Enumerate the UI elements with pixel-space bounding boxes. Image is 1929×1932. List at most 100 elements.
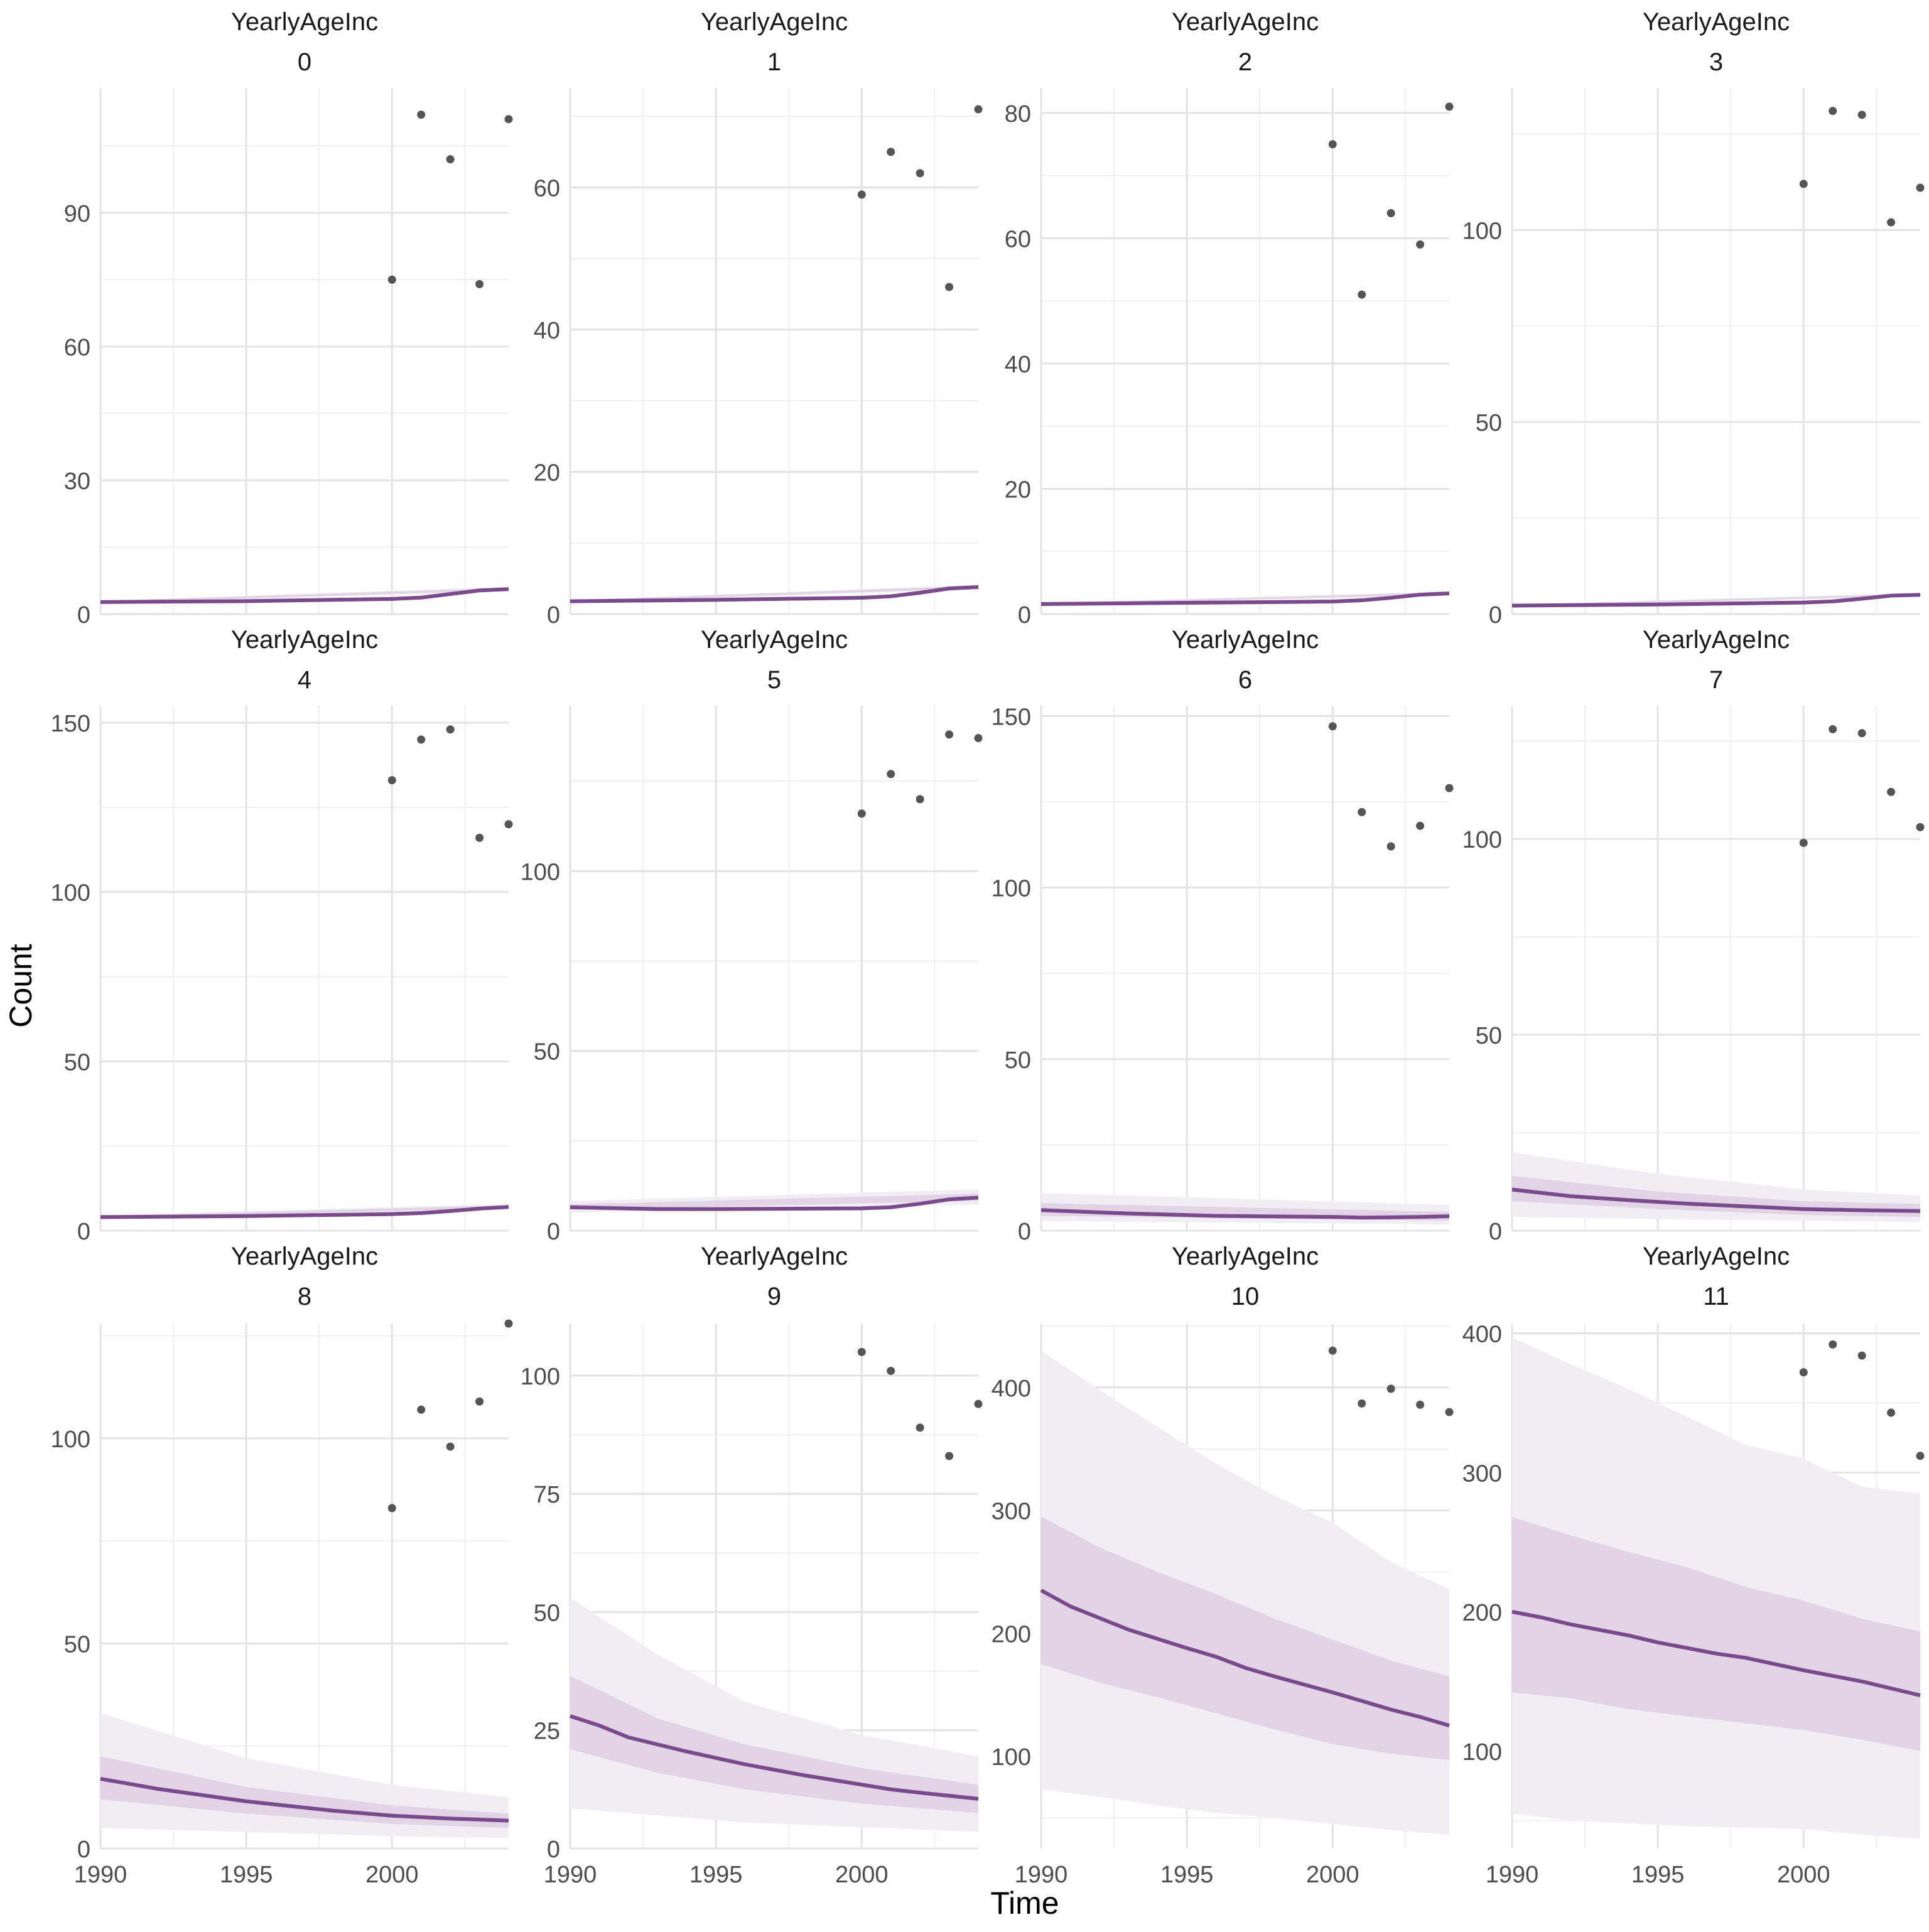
observed-point — [887, 148, 895, 156]
y-tick-label: 0 — [1018, 602, 1031, 629]
inner-interval-band — [1512, 1517, 1920, 1751]
y-tick-label: 150 — [992, 704, 1031, 730]
observed-point — [1916, 1452, 1925, 1460]
observed-point — [1887, 787, 1896, 796]
observed-point — [446, 1442, 455, 1451]
panel-6: YearlyAgeInc 6 0 50 100 150 — [992, 626, 1454, 1245]
observed-point — [1829, 725, 1837, 733]
observed-point — [446, 725, 455, 734]
x-tick-label: 1995 — [1631, 1862, 1685, 1888]
observed-point — [417, 111, 426, 119]
observed-point — [1916, 183, 1925, 192]
observed-point — [504, 820, 513, 829]
y-tick-label: 50 — [534, 1039, 560, 1066]
observed-point — [945, 730, 954, 739]
median-line — [100, 1777, 509, 1823]
panel-11: YearlyAgeInc 11 100 200 300 400 1990 1995 2000 — [1462, 1243, 1925, 1888]
strip-title: YearlyAgeInc — [1643, 626, 1790, 654]
strip-title: YearlyAgeInc — [231, 8, 378, 36]
y-tick-label: 30 — [64, 468, 90, 495]
strip-subtitle: 0 — [298, 48, 311, 76]
x-tick-label: 1990 — [1486, 1862, 1539, 1888]
observed-point — [417, 735, 426, 744]
observed-point — [387, 776, 396, 785]
observed-point — [1857, 111, 1866, 119]
y-tick-label: 100 — [992, 1744, 1031, 1771]
y-tick-label: 300 — [992, 1499, 1031, 1525]
panel-1: YearlyAgeInc 1 0 20 40 60 — [534, 8, 983, 629]
observed-point — [916, 169, 924, 178]
y-tick-label: 20 — [534, 460, 560, 487]
observed-point — [887, 1366, 895, 1375]
x-tick-label: 2000 — [835, 1862, 889, 1888]
y-tick-label: 50 — [1476, 1023, 1502, 1049]
observed-point — [475, 833, 484, 842]
y-tick-label: 50 — [534, 1600, 560, 1626]
strip-subtitle: 1 — [767, 48, 781, 76]
y-tick-label: 100 — [51, 1427, 90, 1453]
strip-title: YearlyAgeInc — [1643, 8, 1790, 36]
x-tick-label: 1995 — [1160, 1862, 1214, 1888]
observed-point — [504, 115, 513, 124]
observed-point — [1916, 823, 1925, 831]
inner-interval-band — [570, 1676, 978, 1813]
y-tick-label: 400 — [1462, 1322, 1502, 1348]
x-tick-label: 2000 — [1306, 1862, 1359, 1888]
observed-point — [1445, 784, 1454, 792]
median-line — [1511, 1610, 1921, 1697]
observed-point — [916, 1423, 924, 1432]
strip-title: YearlyAgeInc — [1172, 8, 1319, 36]
observed-point — [1416, 1400, 1425, 1409]
observed-point — [1887, 218, 1896, 227]
y-tick-label: 100 — [521, 1364, 560, 1390]
panel-8: YearlyAgeInc 8 0 50 100 1990 1995 2000 — [51, 1243, 513, 1888]
x-tick-label: 1990 — [544, 1862, 597, 1888]
y-tick-label: 200 — [1462, 1600, 1502, 1626]
median-line — [570, 1195, 979, 1211]
observed-point — [857, 190, 866, 199]
x-axis-title: Time — [990, 1886, 1059, 1921]
observed-point — [1445, 102, 1454, 111]
panel-9: YearlyAgeInc 9 0 25 50 75 100 1990 1995 2000 — [521, 1243, 983, 1888]
y-axis-title: Count — [3, 944, 38, 1028]
strip-subtitle: 4 — [298, 666, 311, 694]
observed-point — [1829, 1340, 1837, 1349]
strip-title: YearlyAgeInc — [1172, 626, 1319, 654]
observed-point — [1328, 1346, 1337, 1355]
y-tick-label: 60 — [64, 335, 90, 361]
strip-subtitle: 3 — [1709, 48, 1723, 76]
strip-title: YearlyAgeInc — [701, 626, 848, 654]
median-line — [1040, 1208, 1450, 1220]
strip-subtitle: 11 — [1703, 1283, 1729, 1310]
inner-interval-band — [570, 585, 978, 602]
y-tick-label: 25 — [534, 1719, 560, 1745]
y-tick-label: 100 — [521, 859, 560, 885]
observed-point — [1857, 1351, 1866, 1360]
inner-interval-band — [570, 1194, 978, 1210]
y-tick-label: 40 — [1005, 352, 1031, 378]
y-tick-label: 75 — [534, 1482, 560, 1508]
strip-subtitle: 6 — [1238, 666, 1252, 694]
inner-interval-band — [1512, 1175, 1920, 1217]
observed-point — [1416, 240, 1425, 249]
observed-point — [857, 1347, 866, 1356]
y-tick-label: 60 — [534, 176, 560, 202]
y-tick-label: 0 — [547, 1219, 560, 1245]
x-tick-label: 1995 — [689, 1862, 743, 1888]
y-tick-label: 0 — [77, 1837, 90, 1863]
observed-point — [1386, 1384, 1395, 1393]
observed-point — [945, 283, 954, 291]
y-tick-label: 50 — [1476, 410, 1502, 436]
y-tick-label: 0 — [547, 602, 560, 629]
x-tick-label: 1990 — [1015, 1862, 1068, 1888]
y-tick-label: 150 — [51, 711, 90, 737]
panel-7: YearlyAgeInc 7 0 50 100 — [1462, 626, 1925, 1245]
median-line — [1511, 1187, 1921, 1213]
observed-point — [417, 1405, 426, 1414]
y-tick-label: 20 — [1005, 477, 1031, 503]
panel-0: YearlyAgeInc 0 0 30 60 90 — [64, 8, 513, 629]
observed-point — [504, 1319, 513, 1328]
strip-title: YearlyAgeInc — [231, 1243, 378, 1270]
